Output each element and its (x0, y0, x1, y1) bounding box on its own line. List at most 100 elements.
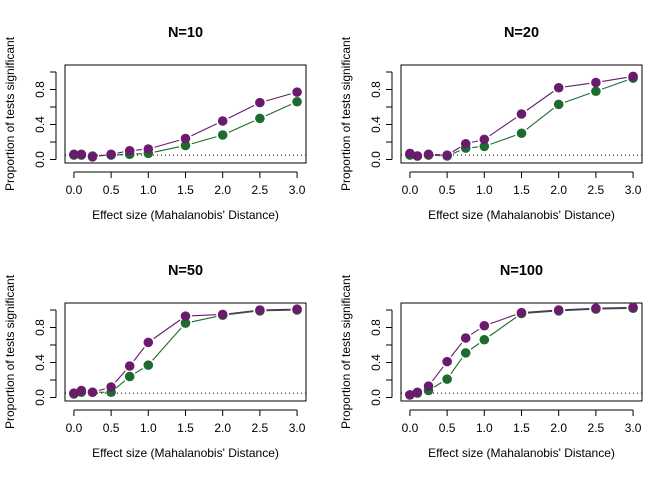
data-point (412, 387, 423, 398)
x-tick-label: 0.0 (402, 183, 419, 197)
y-tick-label: 0.8 (33, 319, 47, 336)
panel-title: N=10 (168, 25, 203, 41)
series-line-segment (432, 366, 444, 382)
series-line-segment (228, 120, 255, 133)
series-line-segment (470, 343, 480, 350)
y-tick-label: 0.0 (33, 151, 47, 168)
data-point (292, 87, 302, 97)
data-point (217, 116, 228, 126)
series-line-segment (228, 105, 255, 119)
series-line-segment (98, 388, 106, 392)
panel-title: N=20 (504, 25, 539, 41)
data-point (69, 388, 79, 398)
series-line-segment (265, 103, 292, 117)
x-tick-label: 2.5 (588, 421, 605, 435)
series-line-segment (565, 308, 590, 311)
series-line-segment (191, 314, 217, 317)
data-point (124, 145, 135, 156)
series-line-segment (136, 149, 142, 151)
data-point (87, 152, 98, 162)
series-line-segment (490, 314, 516, 325)
x-axis-label: Effect size (Mahalanobis' Distance) (92, 446, 279, 460)
y-axis-label: Proportion of tests significant (3, 274, 17, 429)
data-point (412, 151, 423, 161)
series-1 (69, 87, 302, 162)
series-line-segment (191, 136, 217, 145)
series-line-segment (191, 123, 218, 137)
series-line-segment (471, 140, 479, 143)
y-tick-label: 0.4 (369, 116, 383, 133)
series-line-segment (98, 154, 105, 157)
data-point (255, 97, 265, 108)
series-2 (405, 303, 638, 400)
series-line-segment (191, 316, 217, 323)
data-point (255, 113, 265, 124)
series-1 (405, 71, 638, 161)
series-line-segment (450, 342, 463, 357)
series-line-segment (452, 150, 460, 154)
series-line-segment (490, 134, 516, 145)
series-line-segment (266, 308, 291, 311)
data-point (76, 149, 87, 160)
x-tick-label: 2.5 (252, 421, 269, 435)
plot-frame (400, 302, 643, 402)
x-tick-label: 1.0 (140, 421, 157, 435)
y-tick-label: 0.4 (369, 354, 383, 371)
data-point (553, 82, 564, 93)
data-point (423, 149, 434, 160)
data-point (76, 385, 87, 396)
x-tick-label: 1.5 (177, 421, 194, 435)
data-point (87, 387, 98, 398)
series-line-segment (229, 311, 254, 316)
data-point (180, 318, 191, 328)
data-point (442, 374, 452, 384)
y-tick-label: 0.8 (33, 81, 47, 98)
x-tick-label: 0.0 (66, 183, 83, 197)
series-line-segment (526, 91, 554, 111)
series-line-segment (489, 316, 517, 337)
series-line-segment (133, 347, 145, 362)
plot-frame (64, 64, 307, 164)
data-point (516, 109, 527, 119)
data-point (516, 307, 527, 318)
data-point (479, 334, 490, 345)
series-1 (69, 304, 302, 398)
series-line-segment (452, 146, 461, 153)
series-line-segment (565, 82, 590, 88)
data-point (591, 86, 601, 97)
series-line-segment (266, 309, 291, 312)
series-line-segment (115, 370, 126, 383)
x-tick-label: 3.0 (289, 421, 306, 435)
panel-3: N=50 0.0 0.5 1.0 1.5 2.0 2.5 3.0 0.0 0.4 0.8 Effect… (3, 263, 307, 460)
x-tick-label: 2.5 (588, 183, 605, 197)
panel-2: N=20 0.0 0.5 1.0 1.5 2.0 2.5 3.0 0.0 0.4 0.8 Effect… (339, 25, 643, 222)
series-line-segment (450, 357, 463, 375)
data-point (442, 356, 452, 367)
x-tick-label: 1.5 (513, 183, 530, 197)
x-tick-label: 1.0 (140, 183, 157, 197)
series-line-segment (153, 319, 181, 340)
y-tick-label: 0.8 (369, 319, 383, 336)
data-point (143, 337, 154, 348)
x-tick-label: 1.5 (513, 421, 530, 435)
series-line-segment (265, 93, 291, 102)
x-tick-label: 1.0 (476, 183, 493, 197)
x-tick-label: 2.0 (214, 421, 231, 435)
x-axis-label: Effect size (Mahalanobis' Distance) (92, 208, 279, 222)
x-tick-label: 0.5 (103, 421, 120, 435)
x-tick-label: 0.5 (439, 183, 456, 197)
series-line-segment (433, 382, 442, 388)
series-line-segment (229, 310, 254, 315)
data-point (217, 309, 228, 320)
panel-title: N=100 (500, 263, 543, 279)
data-point (628, 71, 638, 82)
data-point (292, 96, 302, 107)
x-tick-label: 2.5 (252, 183, 269, 197)
x-tick-label: 2.0 (550, 183, 567, 197)
data-point (460, 348, 471, 358)
y-tick-label: 0.4 (33, 116, 47, 133)
series-line-segment (152, 327, 182, 361)
series-line-segment (602, 306, 627, 309)
data-point (180, 133, 191, 144)
